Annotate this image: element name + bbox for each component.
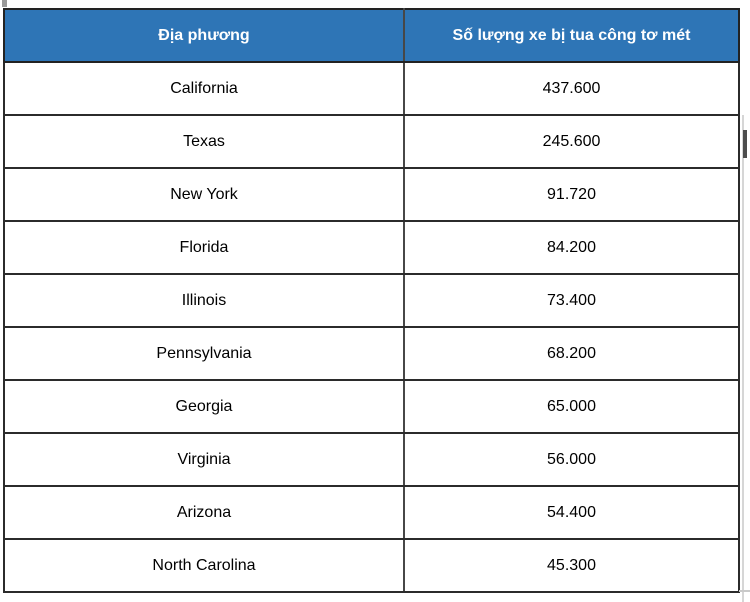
table-row: Georgia 65.000: [3, 379, 740, 434]
cell-state: California: [3, 61, 405, 116]
table-row: California 437.600: [3, 61, 740, 116]
table-body: California 437.600 Texas 245.600 New Yor…: [3, 61, 740, 593]
scrollbar-track: [742, 115, 744, 602]
page-edge-artifact: [2, 0, 7, 7]
table-edge-shadow: [739, 590, 750, 592]
cell-state: Pennsylvania: [3, 326, 405, 381]
cell-state: Florida: [3, 220, 405, 275]
cell-value: 73.400: [403, 273, 740, 328]
scrollbar-thumb[interactable]: [743, 130, 747, 158]
cell-state: Illinois: [3, 273, 405, 328]
cell-state: Arizona: [3, 485, 405, 540]
header-row: Địa phương Số lượng xe bị tua công tơ mé…: [3, 8, 740, 63]
cell-value: 245.600: [403, 114, 740, 169]
table-row: North Carolina 45.300: [3, 538, 740, 593]
cell-value: 84.200: [403, 220, 740, 275]
table-row: Pennsylvania 68.200: [3, 326, 740, 381]
table-row: Arizona 54.400: [3, 485, 740, 540]
cell-value: 54.400: [403, 485, 740, 540]
table-row: New York 91.720: [3, 167, 740, 222]
cell-value: 45.300: [403, 538, 740, 593]
table-row: Texas 245.600: [3, 114, 740, 169]
cell-state: North Carolina: [3, 538, 405, 593]
odometer-rollback-table: Địa phương Số lượng xe bị tua công tơ mé…: [3, 8, 740, 593]
cell-value: 437.600: [403, 61, 740, 116]
cell-state: Virginia: [3, 432, 405, 487]
cell-state: Georgia: [3, 379, 405, 434]
header-cell-count: Số lượng xe bị tua công tơ mét: [403, 8, 740, 63]
header-cell-location: Địa phương: [3, 8, 405, 63]
cell-value: 91.720: [403, 167, 740, 222]
table-row: Florida 84.200: [3, 220, 740, 275]
cell-state: Texas: [3, 114, 405, 169]
cell-value: 68.200: [403, 326, 740, 381]
table-row: Virginia 56.000: [3, 432, 740, 487]
table-header: Địa phương Số lượng xe bị tua công tơ mé…: [3, 8, 740, 63]
cell-value: 65.000: [403, 379, 740, 434]
cell-value: 56.000: [403, 432, 740, 487]
table-row: Illinois 73.400: [3, 273, 740, 328]
cell-state: New York: [3, 167, 405, 222]
